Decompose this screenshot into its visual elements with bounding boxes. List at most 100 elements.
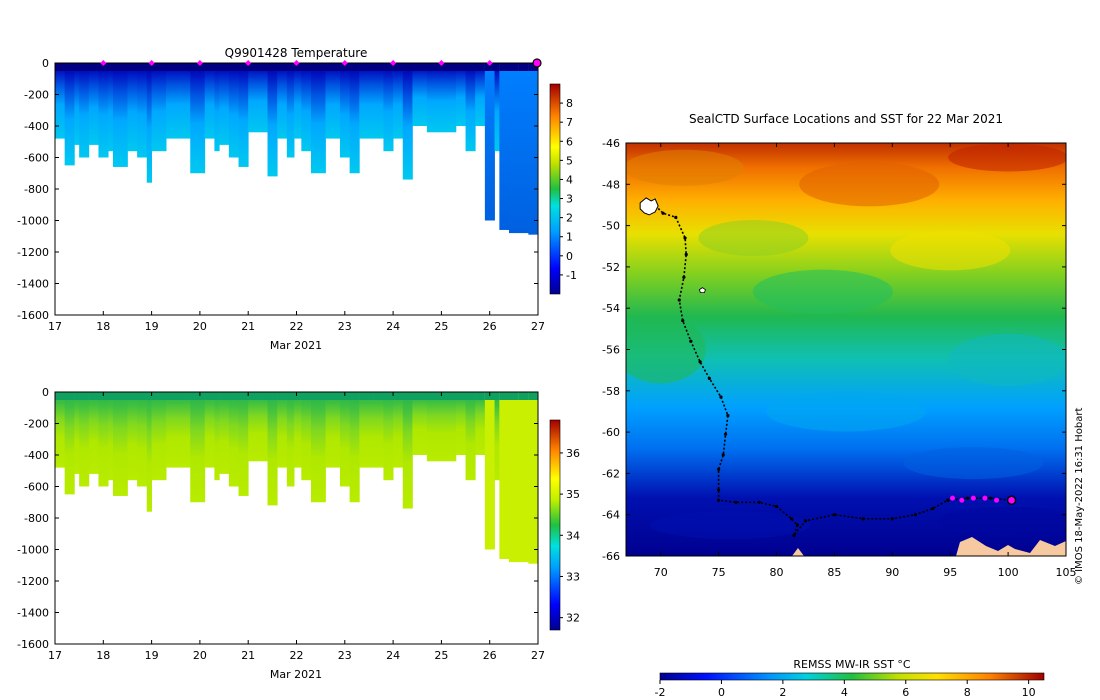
y-tick-label: -1600	[17, 309, 49, 322]
dive-column	[248, 63, 259, 133]
y-tick-label: -400	[24, 449, 49, 462]
y-tick-label: -600	[24, 152, 49, 165]
surface-band	[79, 392, 90, 400]
surface-band	[294, 63, 302, 71]
surface-band	[88, 63, 99, 71]
surface-band	[494, 63, 500, 71]
dive-column	[277, 63, 288, 139]
dive-column	[286, 63, 295, 158]
colorbar-tick-label: 8	[566, 97, 573, 110]
surface-band	[277, 392, 288, 400]
lat-tick-label: -56	[602, 344, 620, 357]
y-tick-label: 0	[42, 386, 49, 399]
surface-band	[151, 392, 167, 400]
dive-column	[286, 392, 295, 487]
lat-tick-label: -58	[602, 385, 620, 398]
dive-column	[325, 392, 341, 468]
surface-band	[383, 63, 394, 71]
sst-colorbar-tick-label: 8	[964, 686, 971, 699]
dive-column	[465, 392, 476, 481]
x-tick-label: 20	[193, 649, 207, 662]
dive-column	[465, 63, 476, 152]
surface-band	[499, 392, 510, 400]
lat-tick-label: -52	[602, 261, 620, 274]
dive-column	[426, 392, 442, 462]
imos-credit: © IMOS 18-May-2022 16:31 Hobart	[1074, 408, 1085, 585]
dive-column	[301, 392, 312, 481]
sst-patch	[752, 269, 893, 314]
dive-column	[528, 63, 538, 235]
dive-column	[74, 392, 80, 474]
profile-markers	[100, 58, 542, 68]
x-tick-label: 19	[145, 649, 159, 662]
dive-column	[518, 63, 529, 234]
track-point	[861, 517, 865, 521]
dive-column	[518, 392, 529, 563]
dive-column	[339, 392, 351, 487]
track-point	[757, 500, 761, 504]
dive-column	[88, 63, 99, 145]
antarctic-coast	[956, 537, 1066, 556]
colorbar-tick-label: 4	[566, 173, 573, 186]
colorbar-tick-label: 32	[566, 612, 580, 625]
surface-band	[349, 392, 360, 400]
salinity-x-axis: 17 18 19 20 21 22 23 24 25 26 27	[48, 392, 545, 662]
dive-column	[402, 392, 413, 509]
sst-patch	[799, 162, 940, 207]
x-tick-label: 23	[338, 649, 352, 662]
sst-patch	[766, 391, 926, 432]
surface-band	[108, 63, 114, 71]
surface-band	[146, 63, 152, 71]
dive-column	[412, 392, 428, 455]
dive-column	[349, 63, 360, 174]
x-tick-label: 21	[241, 320, 255, 333]
x-tick-label: 17	[48, 649, 62, 662]
salinity-y-axis: 0 -200 -400 -600 -800 -1000 -1200 -1400 -1600	[17, 386, 538, 651]
profile-marker	[341, 60, 348, 66]
dive-column	[528, 392, 538, 564]
sst-colorbar-tick-label: 10	[1022, 686, 1036, 699]
surface-band	[88, 392, 99, 400]
sst-colorbar	[659, 672, 1045, 681]
surface-band	[214, 392, 220, 400]
dive-column	[248, 392, 259, 462]
track-point	[717, 488, 721, 492]
track-point	[677, 298, 681, 302]
y-tick-label: -1400	[17, 278, 49, 291]
x-tick-label: 23	[338, 320, 352, 333]
profile-marker	[100, 60, 107, 66]
colorbar-tick-label: 36	[566, 447, 580, 460]
dive-column	[55, 63, 66, 139]
dive-column	[190, 63, 206, 174]
dive-column	[455, 392, 466, 455]
dive-column	[426, 63, 442, 133]
map-title: SealCTD Surface Locations and SST for 22…	[689, 112, 1003, 126]
lon-tick-label: 95	[943, 566, 957, 579]
surface-band	[494, 392, 500, 400]
surface-band	[412, 63, 428, 71]
dive-column	[151, 392, 167, 481]
surface-band	[55, 392, 66, 400]
track-point	[721, 453, 725, 457]
track-point	[682, 275, 686, 279]
surface-band	[214, 63, 220, 71]
surface-band	[127, 392, 138, 400]
profile-marker	[390, 60, 397, 66]
dive-column	[257, 63, 268, 133]
surface-band	[426, 63, 442, 71]
profile-marker	[438, 60, 445, 66]
dive-column	[412, 63, 428, 126]
heard-island	[698, 287, 706, 294]
track-point	[723, 432, 728, 436]
temperature-colorbar	[549, 83, 561, 295]
track-point	[789, 517, 794, 521]
track-point	[965, 496, 970, 500]
profile-marker	[245, 60, 252, 66]
surface-band	[518, 63, 529, 71]
dive-column	[484, 392, 495, 550]
dive-column	[494, 392, 500, 481]
dive-column	[475, 392, 486, 455]
dive-column	[190, 392, 206, 503]
track-point	[734, 500, 738, 504]
salinity-section	[55, 392, 538, 564]
